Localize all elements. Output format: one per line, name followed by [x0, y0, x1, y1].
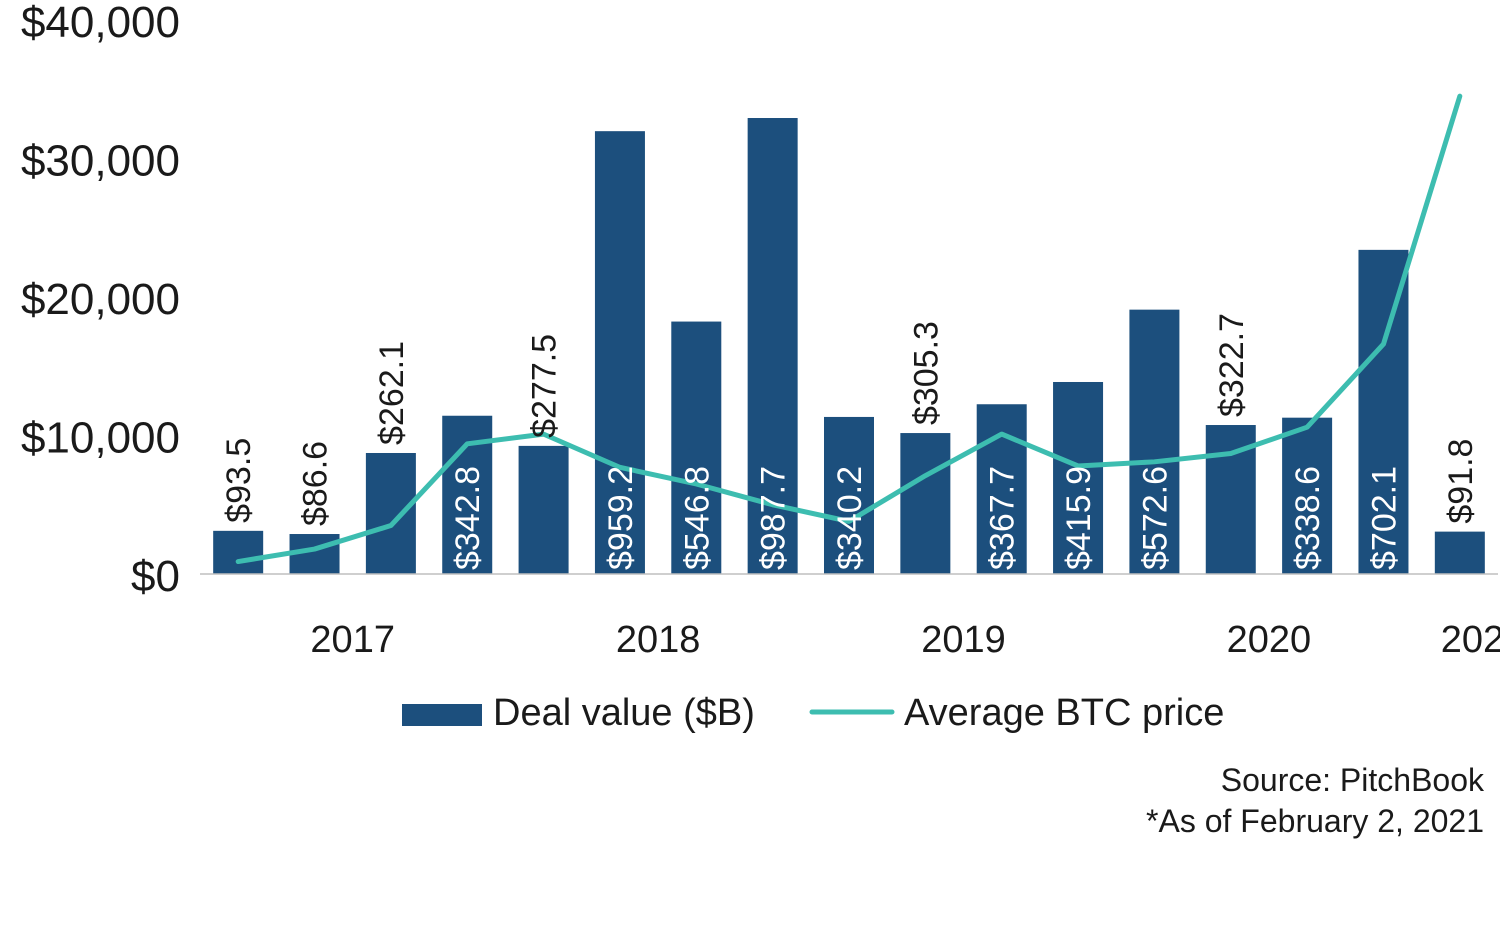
- y-tick-label: $0: [131, 552, 180, 601]
- bar-value-label: $91.8: [1442, 439, 1480, 524]
- bar-value-label: $959.2: [602, 466, 640, 570]
- bar-value-label: $277.5: [526, 334, 564, 438]
- y-tick-label: $30,000: [21, 137, 180, 186]
- legend-label-btc-price: Average BTC price: [904, 692, 1224, 734]
- bar-value-label: $86.6: [297, 441, 335, 526]
- source-note: Source: PitchBook: [1220, 762, 1484, 798]
- x-year-label: 2018: [616, 619, 701, 661]
- bar-value-label: $322.7: [1213, 313, 1251, 417]
- deal-value-bar: [365, 452, 416, 574]
- bar-value-label: $367.7: [984, 466, 1022, 570]
- bar-value-label: $415.9: [1060, 466, 1098, 570]
- bar-value-label: $305.3: [907, 321, 945, 425]
- x-year-label: 2021*: [1441, 619, 1500, 661]
- deal-value-bar: [824, 416, 874, 574]
- as-of-note: *As of February 2, 2021: [1146, 803, 1484, 839]
- bar-value-label: $572.6: [1136, 466, 1174, 570]
- btc-price-line: [235, 93, 1463, 565]
- deal-value-bar: [1434, 531, 1485, 574]
- x-year-label: 2017: [310, 619, 395, 661]
- deal-value-bar: [1282, 417, 1333, 574]
- bar-value-label: $987.7: [755, 466, 793, 570]
- bar-value-label: $702.1: [1365, 466, 1403, 570]
- bar-value-label: $546.8: [678, 466, 716, 570]
- y-tick-label: $20,000: [21, 275, 180, 324]
- deal-value-bar: [1358, 249, 1409, 574]
- bar-value-label: $262.1: [373, 341, 411, 445]
- bar-value-label: $93.5: [220, 438, 258, 523]
- deal-value-bar: [518, 445, 569, 574]
- bar-value-label: $342.8: [449, 466, 487, 570]
- y-tick-label: $10,000: [21, 414, 180, 463]
- legend-label-deal-value: Deal value ($B): [493, 692, 755, 734]
- bar-value-label: $340.2: [831, 466, 869, 570]
- legend-swatch-deal-value: [402, 704, 482, 726]
- deal-value-bar: [594, 131, 645, 575]
- deal-value-bar: [1129, 309, 1180, 574]
- deal-value-bar: [900, 433, 951, 574]
- deal-value-bar: [671, 321, 722, 574]
- deal-value-bar: [213, 530, 264, 574]
- deal-value-bar: [1053, 381, 1104, 574]
- x-year-label: 2020: [1227, 619, 1312, 661]
- y-tick-label: $40,000: [21, 0, 180, 47]
- x-year-label: 2019: [921, 619, 1006, 661]
- bar-value-label: $338.6: [1289, 466, 1327, 570]
